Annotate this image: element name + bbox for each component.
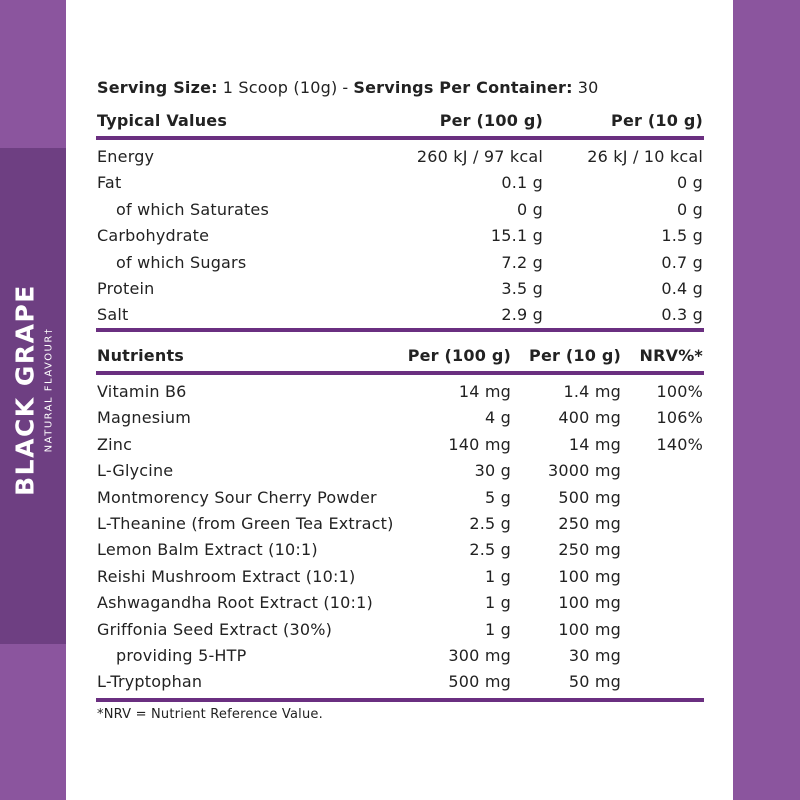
- cell-value: 0.7 g: [661, 252, 703, 272]
- flavour-panel: [0, 148, 66, 644]
- row-label: providing 5-HTP: [116, 646, 247, 665]
- cell-value: 0 g: [676, 199, 703, 219]
- cell-value: 1 g: [484, 566, 511, 586]
- cell-value: 7.2 g: [501, 252, 543, 272]
- cell-value: 1.4 mg: [563, 382, 621, 401]
- cell-value: 140%: [656, 434, 703, 454]
- cell-value: 30 mg: [568, 646, 621, 665]
- cell-value: 14 mg: [568, 434, 621, 454]
- cell-value: 50 mg: [568, 672, 621, 692]
- cell-value: 250 mg: [558, 514, 621, 533]
- value: 1 Scoop (10g): [222, 78, 338, 97]
- cell-value: 5 g: [484, 487, 511, 507]
- cell-value: 500 mg: [448, 672, 511, 692]
- row-label: Protein: [97, 279, 155, 298]
- table-rule: [96, 698, 704, 702]
- row-label: L-Glycine: [97, 461, 174, 481]
- cell-value: 140 mg: [448, 434, 511, 454]
- row-label: Energy: [97, 147, 155, 166]
- separator: -: [342, 78, 349, 97]
- row-label: Lemon Balm Extract (10:1): [97, 540, 318, 560]
- header-rule: [96, 371, 704, 375]
- value: 30: [577, 78, 599, 97]
- row-label: Ashwagandha Root Extract (10:1): [97, 593, 373, 613]
- cell-value: 1 g: [484, 619, 511, 639]
- label: Servings Per Container:: [353, 78, 573, 97]
- row-label: Fat: [97, 173, 122, 193]
- column-header: Per (100 g): [439, 111, 543, 130]
- cell-value: 250 mg: [558, 540, 621, 560]
- cell-value: 1 g: [484, 593, 511, 613]
- header-rule: [96, 136, 704, 140]
- cell-value: 3.5 g: [501, 279, 543, 298]
- row-label: L-Theanine (from Green Tea Extract): [97, 514, 394, 533]
- cell-value: 30 g: [474, 461, 511, 481]
- cell-value: 106%: [656, 408, 703, 428]
- table-rule: [96, 328, 704, 332]
- cell-value: 14 mg: [458, 382, 511, 401]
- column-header: Typical Values: [97, 111, 228, 130]
- column-header: Per (10 g): [529, 346, 621, 365]
- row-label: of which Sugars: [116, 252, 247, 272]
- cell-value: 2.5 g: [469, 540, 511, 560]
- cell-value: 0 g: [516, 199, 543, 219]
- footnote: *NRV = Nutrient Reference Value.: [97, 707, 323, 722]
- row-label: Vitamin B6: [97, 382, 187, 401]
- cell-value: 100%: [656, 382, 703, 401]
- cell-value: 0.1 g: [501, 173, 543, 193]
- column-header: Nutrients: [97, 346, 185, 365]
- cell-value: 3000 mg: [548, 461, 621, 481]
- serving-line: Serving Size: 1 Scoop (10g) - Servings Per …: [97, 78, 604, 98]
- cell-value: 100 mg: [558, 619, 621, 639]
- cell-value: 300 mg: [448, 646, 511, 665]
- row-label: Magnesium: [97, 408, 192, 428]
- cell-value: 2.5 g: [469, 514, 511, 533]
- cell-value: 15.1 g: [490, 226, 543, 246]
- flavour-title: BLACK GRAPE: [10, 284, 40, 496]
- row-label: Salt: [97, 305, 129, 325]
- cell-value: 100 mg: [558, 593, 621, 613]
- row-label: of which Saturates: [116, 199, 270, 219]
- cell-value: 2.9 g: [501, 305, 543, 325]
- cell-value: 0.3 g: [661, 305, 703, 325]
- cell-value: 400 mg: [558, 408, 621, 428]
- row-label: Montmorency Sour Cherry Powder: [97, 487, 377, 507]
- cell-value: 1.5 g: [661, 226, 703, 246]
- row-label: Griffonia Seed Extract (30%): [97, 619, 333, 639]
- cell-value: 0 g: [676, 173, 703, 193]
- row-label: L-Tryptophan: [97, 672, 203, 692]
- cell-value: 0.4 g: [661, 279, 703, 298]
- cell-value: 100 mg: [558, 566, 621, 586]
- column-header: NRV%*: [639, 346, 703, 365]
- row-label: Carbohydrate: [97, 226, 210, 246]
- cell-value: 26 kJ / 10 kcal: [587, 147, 703, 166]
- cell-value: 500 mg: [558, 487, 621, 507]
- row-label: Zinc: [97, 434, 133, 454]
- side-strip: [733, 0, 800, 800]
- flavour-subtitle: NATURAL FLAVOUR†: [43, 327, 55, 453]
- cell-value: 260 kJ / 97 kcal: [416, 147, 543, 166]
- row-label: Reishi Mushroom Extract (10:1): [97, 566, 356, 586]
- column-header: Per (10 g): [611, 111, 703, 130]
- cell-value: 4 g: [484, 408, 511, 428]
- column-header: Per (100 g): [407, 346, 511, 365]
- label: Serving Size:: [97, 78, 218, 97]
